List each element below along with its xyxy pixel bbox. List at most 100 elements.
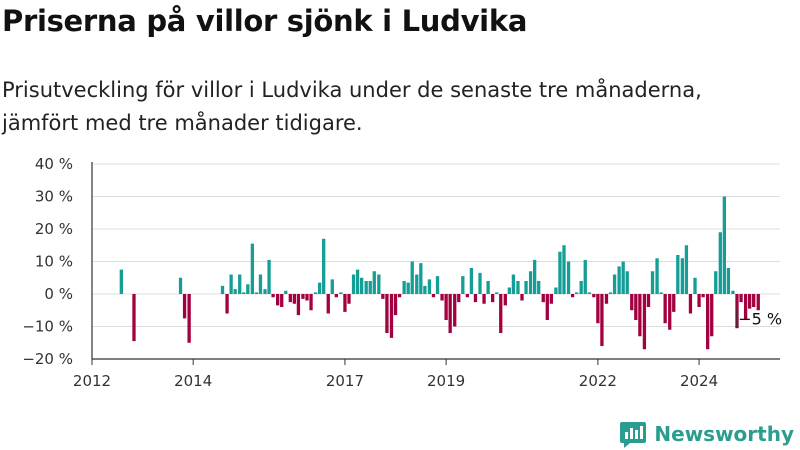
bar — [642, 294, 647, 350]
bar — [524, 281, 528, 294]
bar — [351, 274, 356, 294]
bar — [435, 276, 440, 295]
bar — [423, 285, 427, 295]
bar-chart: 40 % 30 % 20 % 10 % 0 % −10 % −20 %2012 2014 201… — [22, 155, 782, 390]
y-tick-label: 20 % — [35, 220, 73, 238]
bar — [558, 251, 562, 294]
bar — [254, 292, 259, 295]
x-tick-label: 2024 — [680, 372, 718, 390]
chart-subtitle: Prisutveckling för villor i Ludvika unde… — [2, 78, 702, 135]
bar — [503, 294, 507, 306]
bar — [339, 292, 343, 295]
bar — [499, 294, 503, 333]
newsworthy-brand[interactable]: Newsworthy — [618, 419, 794, 449]
bar — [726, 268, 731, 294]
bar — [486, 281, 490, 294]
bar — [655, 258, 659, 294]
bar — [592, 294, 596, 298]
bar — [309, 294, 313, 311]
bar — [182, 294, 187, 319]
bar — [406, 282, 410, 295]
bar — [625, 271, 629, 294]
bar — [748, 294, 752, 309]
bar — [688, 294, 693, 314]
bar — [364, 281, 368, 294]
bar — [271, 294, 275, 298]
bar — [444, 294, 448, 320]
bar-series — [119, 196, 760, 350]
bar — [680, 258, 685, 294]
bar — [528, 271, 533, 294]
bar — [617, 266, 621, 295]
bar — [541, 294, 545, 303]
bar — [596, 294, 600, 324]
bar — [377, 274, 381, 294]
bar — [276, 294, 280, 306]
bar — [743, 294, 748, 320]
bar — [676, 255, 680, 294]
bar — [491, 294, 495, 303]
bar — [630, 294, 634, 311]
bar — [305, 294, 309, 301]
bar — [250, 243, 255, 295]
bar — [448, 294, 452, 333]
bar — [752, 294, 756, 307]
last-value-label: −5 % — [738, 309, 782, 328]
bar — [427, 279, 432, 295]
bar — [284, 290, 288, 294]
bar — [397, 294, 402, 298]
bar — [516, 281, 520, 294]
bar — [533, 259, 537, 295]
bar — [545, 294, 549, 320]
bar — [684, 245, 689, 294]
bar — [263, 289, 267, 295]
bar — [722, 196, 726, 294]
bar — [431, 294, 436, 298]
bar — [368, 281, 372, 294]
bar — [600, 294, 604, 346]
bar — [343, 294, 347, 312]
bar — [562, 245, 566, 294]
bar — [650, 271, 655, 294]
bar — [701, 294, 705, 298]
bar — [457, 294, 461, 303]
bar — [318, 282, 322, 295]
axes: 40 % 30 % 20 % 10 % 0 % −10 % −20 %2012 2014 201… — [22, 155, 780, 390]
newsworthy-logo-icon — [620, 422, 647, 448]
bar — [756, 294, 760, 311]
bar — [233, 289, 237, 295]
bar — [659, 292, 663, 295]
bar — [355, 269, 360, 295]
bar — [229, 274, 233, 294]
bar — [246, 284, 250, 294]
bar — [220, 285, 225, 295]
bar — [313, 292, 318, 295]
bar — [465, 294, 470, 298]
bar — [242, 292, 246, 295]
bar — [385, 294, 389, 333]
bar — [638, 294, 642, 337]
bar — [663, 294, 667, 324]
bar — [296, 294, 301, 316]
bar — [495, 292, 499, 295]
bar — [381, 294, 385, 299]
bar — [267, 259, 271, 295]
bar — [549, 294, 553, 304]
bar — [697, 294, 701, 307]
x-tick-label: 2012 — [73, 372, 111, 390]
bar — [706, 294, 710, 350]
bar — [608, 292, 613, 295]
bar — [419, 263, 423, 295]
bar — [225, 294, 229, 314]
y-tick-label: 10 % — [35, 253, 73, 271]
bar — [511, 274, 516, 294]
bar — [482, 294, 486, 304]
bar — [731, 290, 735, 294]
y-tick-label: −20 % — [22, 350, 73, 368]
bar — [587, 292, 591, 295]
bar — [739, 294, 743, 303]
bar — [119, 269, 123, 295]
bar — [710, 294, 714, 337]
grid-lines — [92, 163, 780, 327]
bar — [178, 277, 183, 294]
